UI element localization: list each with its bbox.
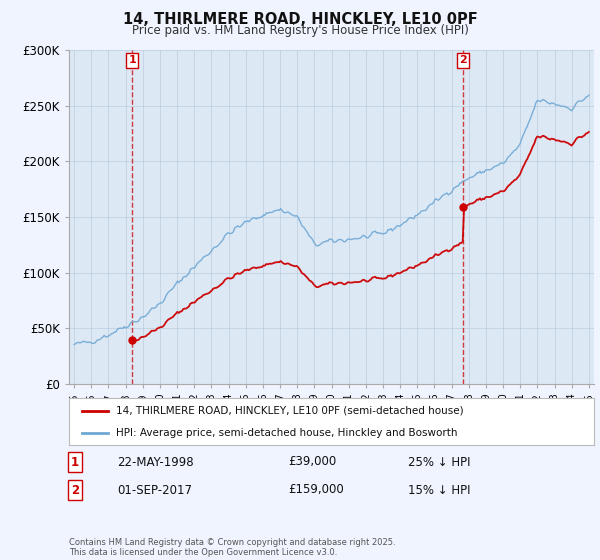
Text: 25% ↓ HPI: 25% ↓ HPI (408, 455, 470, 469)
Text: 22-MAY-1998: 22-MAY-1998 (117, 455, 194, 469)
Text: 15% ↓ HPI: 15% ↓ HPI (408, 483, 470, 497)
Text: 14, THIRLMERE ROAD, HINCKLEY, LE10 0PF (semi-detached house): 14, THIRLMERE ROAD, HINCKLEY, LE10 0PF (… (116, 406, 464, 416)
Text: 1: 1 (128, 55, 136, 66)
Text: Contains HM Land Registry data © Crown copyright and database right 2025.
This d: Contains HM Land Registry data © Crown c… (69, 538, 395, 557)
Text: 01-SEP-2017: 01-SEP-2017 (117, 483, 192, 497)
Text: 2: 2 (459, 55, 467, 66)
Text: 2: 2 (71, 483, 79, 497)
Text: £159,000: £159,000 (288, 483, 344, 497)
Text: HPI: Average price, semi-detached house, Hinckley and Bosworth: HPI: Average price, semi-detached house,… (116, 428, 458, 438)
Text: 1: 1 (71, 455, 79, 469)
Text: £39,000: £39,000 (288, 455, 336, 469)
Text: 14, THIRLMERE ROAD, HINCKLEY, LE10 0PF: 14, THIRLMERE ROAD, HINCKLEY, LE10 0PF (122, 12, 478, 27)
Text: Price paid vs. HM Land Registry's House Price Index (HPI): Price paid vs. HM Land Registry's House … (131, 24, 469, 36)
